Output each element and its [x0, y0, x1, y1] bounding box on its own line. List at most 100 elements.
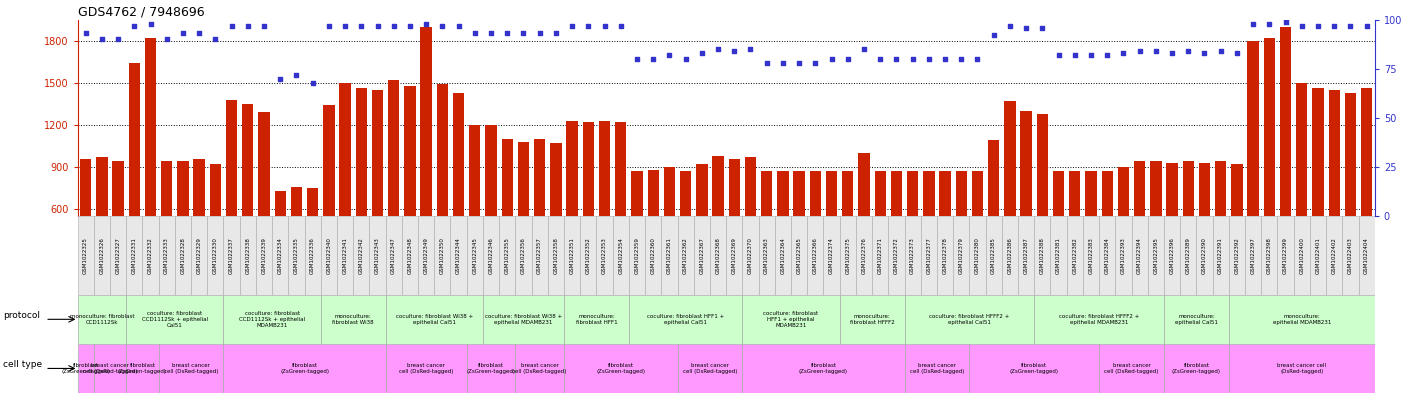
Bar — [759, 216, 776, 295]
Bar — [1034, 216, 1050, 295]
Bar — [694, 216, 711, 295]
Bar — [145, 38, 157, 293]
Point — [529, 30, 551, 37]
Text: monoculture: fibroblast
CCD1112Sk: monoculture: fibroblast CCD1112Sk — [69, 314, 134, 325]
Bar — [743, 295, 840, 344]
Bar — [921, 216, 938, 295]
Text: GSM1022381: GSM1022381 — [1056, 237, 1062, 274]
Bar — [629, 216, 646, 295]
Bar — [564, 295, 629, 344]
Text: GSM1022329: GSM1022329 — [196, 237, 202, 274]
Bar — [499, 216, 516, 295]
Bar — [78, 216, 93, 295]
Text: breast cancer
cell (DsRed-tagged): breast cancer cell (DsRed-tagged) — [512, 363, 567, 374]
Bar — [1296, 83, 1307, 293]
Point — [252, 22, 275, 29]
Text: GSM1022397: GSM1022397 — [1251, 237, 1256, 274]
Text: GSM1022360: GSM1022360 — [650, 237, 656, 274]
Text: coculture: fibroblast
HFF1 + epithelial
MDAMB231: coculture: fibroblast HFF1 + epithelial … — [763, 311, 819, 328]
Bar — [113, 162, 124, 293]
Bar — [970, 344, 1100, 393]
Text: GSM1022380: GSM1022380 — [974, 237, 980, 274]
Bar — [158, 216, 175, 295]
Text: GSM1022345: GSM1022345 — [472, 237, 478, 274]
Text: GSM1022341: GSM1022341 — [343, 237, 348, 274]
Bar — [646, 216, 661, 295]
Bar — [582, 122, 594, 293]
Text: GSM1022336: GSM1022336 — [310, 237, 316, 274]
Text: GSM1022346: GSM1022346 — [488, 237, 493, 274]
Text: GSM1022350: GSM1022350 — [440, 237, 446, 274]
Bar — [859, 153, 870, 293]
Bar — [970, 216, 986, 295]
Bar — [1165, 295, 1228, 344]
Point — [836, 56, 859, 62]
Text: breast cancer
cell (DsRed-tagged): breast cancer cell (DsRed-tagged) — [1104, 363, 1159, 374]
Bar — [1230, 295, 1375, 344]
Text: GSM1022402: GSM1022402 — [1331, 237, 1337, 274]
Bar — [1294, 216, 1310, 295]
Bar — [337, 216, 352, 295]
Bar — [891, 171, 902, 293]
Bar — [567, 121, 578, 293]
Text: GSM1022387: GSM1022387 — [1024, 237, 1029, 274]
Point — [123, 22, 145, 29]
Bar — [516, 344, 564, 393]
Text: breast cancer
cell (DsRed-tagged): breast cancer cell (DsRed-tagged) — [909, 363, 964, 374]
Bar — [1327, 216, 1342, 295]
Point — [302, 79, 324, 86]
Bar — [1118, 167, 1129, 293]
Bar — [80, 159, 92, 293]
Bar — [761, 171, 773, 293]
Text: breast cancer
cell (DsRed-tagged): breast cancer cell (DsRed-tagged) — [164, 363, 219, 374]
Text: fibroblast
(ZsGreen-tagged): fibroblast (ZsGreen-tagged) — [799, 363, 847, 374]
Text: fibroblast
(ZsGreen-tagged): fibroblast (ZsGreen-tagged) — [467, 363, 516, 374]
Text: GSM1022338: GSM1022338 — [245, 237, 251, 274]
Bar — [534, 139, 546, 293]
Point — [804, 60, 826, 66]
Point — [691, 50, 713, 56]
Point — [90, 36, 113, 42]
Text: coculture: fibroblast
CCD1112Sk + epithelial
Cal51: coculture: fibroblast CCD1112Sk + epithe… — [142, 311, 207, 328]
Text: GSM1022392: GSM1022392 — [1234, 237, 1239, 274]
Text: GSM1022393: GSM1022393 — [1121, 237, 1127, 274]
Bar — [807, 216, 823, 295]
Point — [350, 22, 372, 29]
Point — [447, 22, 470, 29]
Bar — [388, 80, 399, 293]
Point — [933, 56, 956, 62]
Point — [1160, 50, 1183, 56]
Bar — [1003, 216, 1018, 295]
Bar — [1101, 171, 1112, 293]
Bar — [1050, 216, 1067, 295]
Text: GSM1022334: GSM1022334 — [278, 237, 283, 274]
Point — [1242, 20, 1265, 27]
Text: GSM1022373: GSM1022373 — [909, 237, 915, 274]
Point — [853, 46, 876, 52]
Bar — [257, 216, 272, 295]
Point — [1340, 22, 1362, 29]
Bar — [1021, 111, 1032, 293]
Bar — [664, 167, 675, 293]
Bar — [680, 171, 691, 293]
Bar — [307, 188, 319, 293]
Bar — [96, 157, 107, 293]
Point — [771, 60, 794, 66]
Bar — [826, 171, 838, 293]
Bar — [386, 216, 402, 295]
Text: GSM1022391: GSM1022391 — [1218, 237, 1224, 274]
Text: GSM1022342: GSM1022342 — [358, 237, 364, 274]
Bar — [1196, 216, 1213, 295]
Bar — [502, 139, 513, 293]
Bar — [661, 216, 678, 295]
Bar — [158, 344, 224, 393]
Bar — [615, 122, 626, 293]
Point — [674, 56, 697, 62]
Text: GSM1022394: GSM1022394 — [1136, 237, 1142, 274]
Bar — [744, 157, 756, 293]
Text: coculture: fibroblast
CCD1112Sk + epithelial
MDAMB231: coculture: fibroblast CCD1112Sk + epithe… — [240, 311, 305, 328]
Point — [172, 30, 195, 37]
Bar — [1036, 114, 1048, 293]
Bar — [1165, 216, 1180, 295]
Point — [1323, 22, 1345, 29]
